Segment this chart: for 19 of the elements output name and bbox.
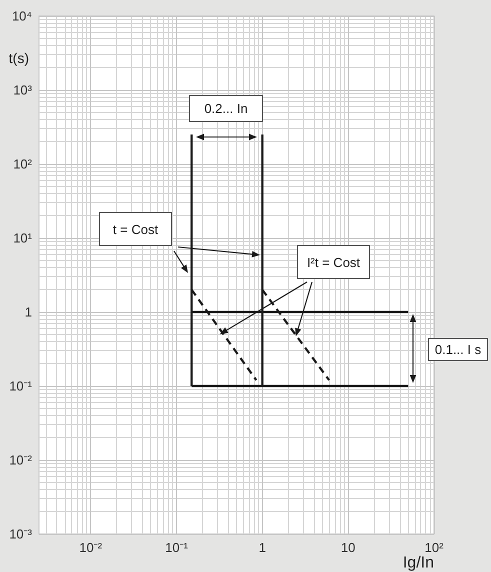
text: 0.1... I s xyxy=(428,338,488,361)
x-tick-label: 10⁻² xyxy=(79,540,103,555)
annotation: t = Cost xyxy=(99,212,172,246)
annotation: I²t = Cost xyxy=(297,245,370,279)
x-tick-label: 10⁻¹ xyxy=(165,540,189,555)
y-tick-label: 10⁻¹ xyxy=(9,378,33,394)
y-tick-label: 10⁻³ xyxy=(9,526,33,542)
y-tick-label: 10³ xyxy=(13,82,33,98)
y-tick-label: 10⁻² xyxy=(9,452,33,468)
y-tick-label: 10¹ xyxy=(13,230,33,246)
x-tick-label: 1 xyxy=(258,540,266,555)
y-tick-label: 10⁴ xyxy=(12,8,32,24)
y-tick-label: 1 xyxy=(24,304,32,320)
x-axis-title: Ig/In xyxy=(402,554,434,572)
y-axis-title: t(s) xyxy=(8,50,29,66)
x-tick-label: 10 xyxy=(340,540,356,555)
annotation: 0.2... In xyxy=(189,95,263,122)
x-tick-label: 10² xyxy=(424,540,444,555)
y-tick-label: 10² xyxy=(13,156,33,172)
